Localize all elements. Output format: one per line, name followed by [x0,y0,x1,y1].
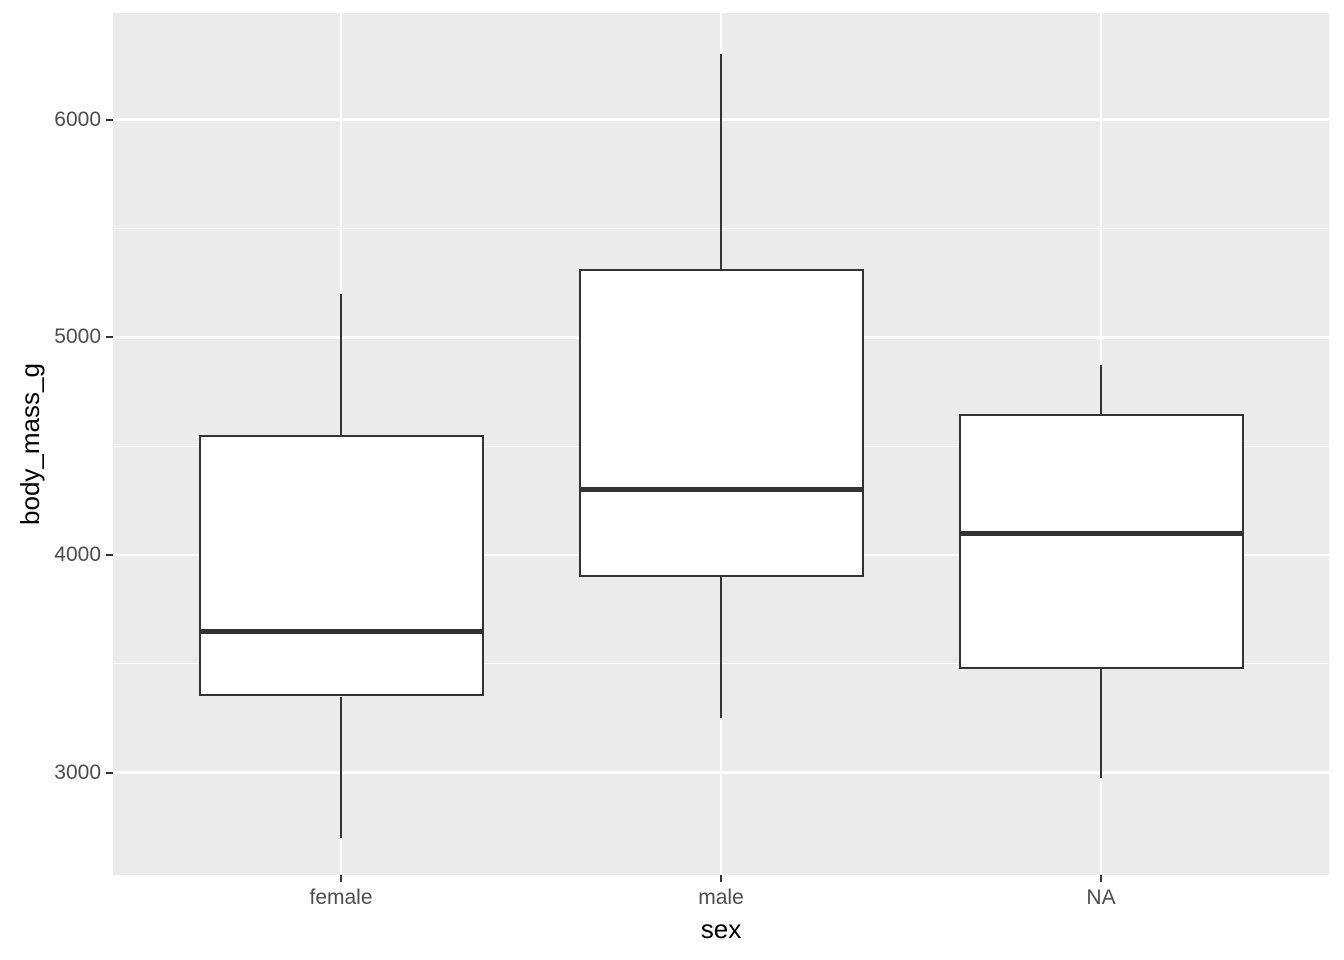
x-tick-mark [1099,875,1103,882]
whisker-lower [719,576,723,719]
median-line [198,628,484,634]
y-tick-label: 4000 [54,543,101,566]
y-tick-mark [106,553,113,557]
x-tick-label: male [698,886,744,909]
y-tick-mark [106,118,113,121]
median-line [958,530,1244,536]
y-tick-mark [106,771,113,774]
whisker-lower [339,696,343,838]
median-line [578,487,864,493]
y-tick-label: 6000 [54,107,101,131]
whisker-lower [1099,669,1103,779]
y-tick-mark [106,336,113,339]
y-axis-title: body_mass_g [15,363,45,525]
x-tick-label: female [309,886,373,909]
x-axis-title: sex [700,914,742,944]
iqr-box [578,269,864,577]
x-tick-mark [339,875,343,882]
iqr-box [198,435,484,697]
y-gridline-major [113,771,1329,774]
whisker-upper [1099,364,1103,414]
x-tick-mark [719,875,723,882]
whisker-upper [339,293,343,436]
y-tick-label: 3000 [54,760,101,784]
y-tick-label: 5000 [54,325,101,349]
x-tick-label: NA [1086,886,1116,909]
iqr-box [958,413,1244,670]
whisker-upper [719,54,723,270]
